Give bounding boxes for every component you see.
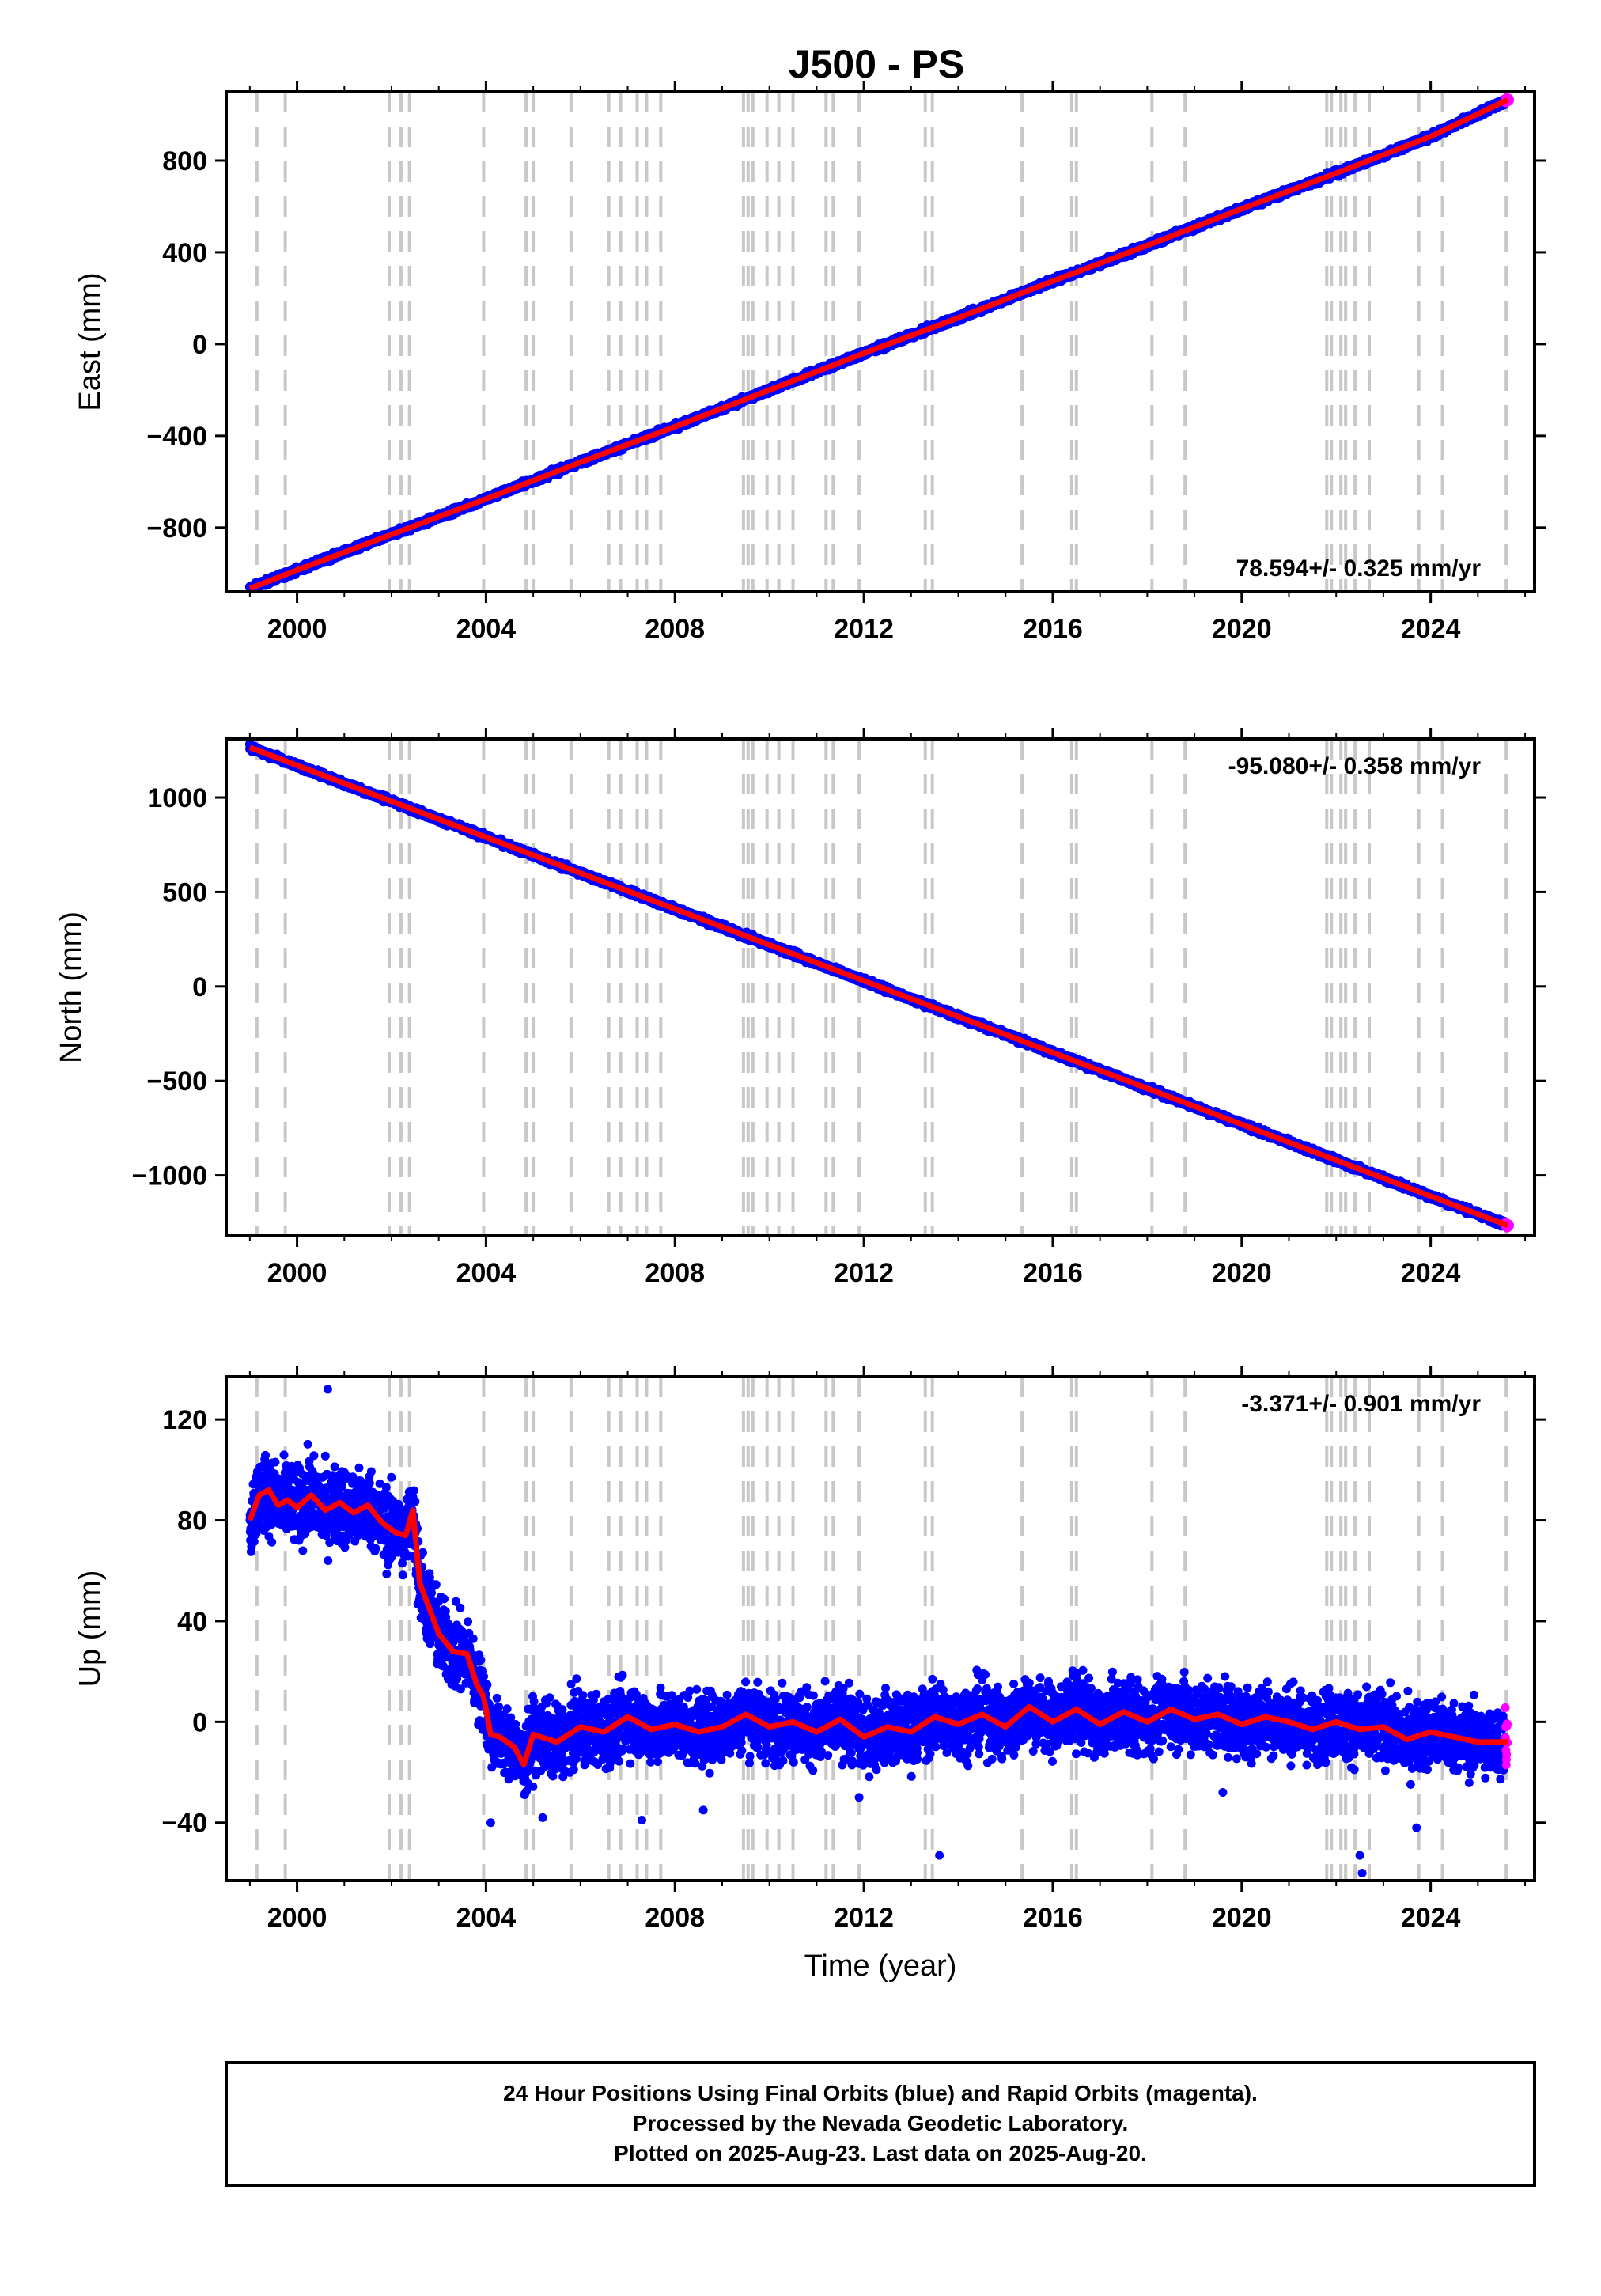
chart-title: J500 - PS [789, 42, 964, 86]
east-plot-area [244, 92, 1514, 592]
east-panel: 2000 2004 2008 2012 2016 2020 2024−800−4000400… [74, 81, 1546, 644]
